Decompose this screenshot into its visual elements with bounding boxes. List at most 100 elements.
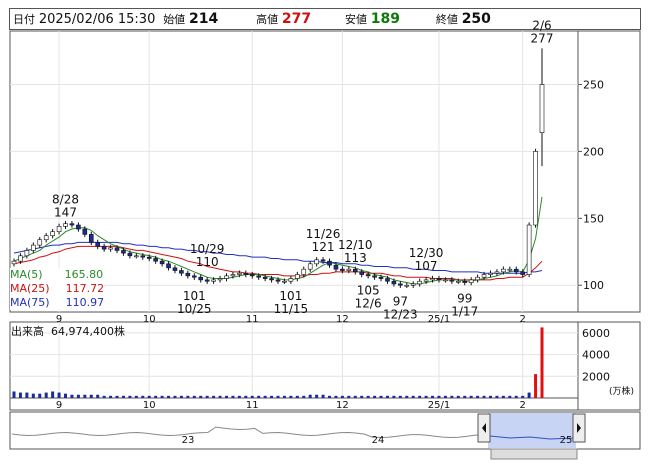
candle-body — [417, 280, 422, 285]
candle-body — [31, 244, 36, 251]
candle-body — [295, 274, 300, 279]
date-value: 2025/02/06 15:30 — [38, 12, 156, 27]
candle-body — [114, 247, 120, 251]
candle-body — [398, 283, 403, 286]
price-header: 日付 2025/02/06 15:30 始値 214 高値 277 安値 189… — [9, 8, 641, 30]
volume-title: 出来高 64,974,400株 — [11, 325, 125, 338]
price-tick-label: 100 — [583, 279, 604, 292]
candle-body — [198, 276, 204, 281]
volume-bar — [83, 394, 87, 398]
candle-body — [185, 272, 191, 277]
candle-body — [249, 274, 255, 277]
ma75-legend: MA(75) 110.97 — [10, 296, 105, 310]
candle-body — [404, 284, 410, 287]
volume-bar — [96, 394, 100, 398]
volume-bar — [167, 395, 171, 398]
candle-body — [443, 279, 448, 282]
candle-body — [301, 268, 307, 275]
volume-bar — [424, 395, 428, 398]
volume-bar — [141, 395, 145, 398]
volume-tick-label: 6000 — [582, 327, 610, 340]
candle-body — [269, 278, 274, 281]
navigator-selection-line — [489, 435, 576, 440]
volume-bar — [76, 394, 80, 398]
volume-bar — [392, 395, 396, 398]
volume-bar — [154, 395, 158, 398]
volume-bar — [456, 395, 460, 398]
volume-bar — [109, 395, 113, 398]
volume-bar — [353, 395, 357, 398]
candle-body — [423, 279, 429, 282]
annotation-date: 8/28 — [52, 192, 79, 206]
volume-bar — [199, 395, 203, 398]
volume-bar — [231, 395, 235, 398]
annotation-date: 10/29 — [190, 242, 225, 256]
volume-bar — [476, 395, 480, 398]
volume-bar — [495, 395, 499, 398]
close-value: 250 — [461, 11, 491, 27]
volume-bar — [192, 395, 196, 398]
volume-bar — [57, 392, 61, 398]
candle-body — [346, 268, 352, 271]
volume-bar — [263, 395, 267, 398]
volume-bar — [160, 395, 164, 398]
candle-body — [430, 278, 435, 281]
price-tick-label: 250 — [583, 79, 604, 92]
volume-bar — [250, 395, 254, 398]
candle-body — [108, 247, 113, 250]
annotation-date: 10/25 — [177, 302, 212, 316]
open-label: 始値 — [163, 13, 186, 26]
candle-body — [204, 279, 210, 282]
candle-body — [333, 264, 339, 270]
volume-bar — [31, 393, 35, 398]
candle-body — [410, 283, 416, 286]
month-label: 9 — [56, 400, 62, 411]
volume-bar — [18, 392, 22, 398]
volume-bar — [437, 395, 441, 398]
annotation-date: 11/15 — [274, 302, 309, 316]
candle-body — [520, 271, 525, 275]
candle-body — [243, 272, 249, 275]
volume-bar — [488, 395, 492, 398]
volume-bar — [411, 395, 415, 398]
navigator-frame — [9, 411, 641, 450]
candle-body — [140, 255, 146, 258]
volume-bar — [186, 395, 190, 398]
month-label: 10 — [143, 400, 156, 411]
candle-body — [172, 267, 178, 271]
candle-body — [179, 270, 184, 274]
navigator-year-label: 25 — [560, 435, 573, 446]
annotation-value: 97 — [393, 294, 408, 308]
navigator-scrollbar — [490, 448, 578, 460]
volume-bar — [315, 394, 319, 398]
candle-body — [146, 256, 152, 259]
volume-bar — [44, 392, 48, 398]
annotation-date: 12/6 — [355, 297, 382, 311]
volume-bar — [431, 395, 435, 398]
volume-bar — [218, 395, 222, 398]
candle-body — [262, 276, 268, 279]
annotation-date: 2/6 — [532, 18, 551, 32]
volume-bar — [463, 395, 467, 398]
candle-body — [24, 250, 30, 257]
volume-bar — [347, 395, 351, 398]
annotation-value: 105 — [357, 284, 380, 298]
candle-body — [153, 258, 158, 262]
volume-bar — [308, 394, 312, 398]
volume-bar — [540, 327, 544, 398]
month-label: 25/1 — [428, 314, 450, 325]
month-label: 11 — [246, 314, 259, 325]
annotation-value: 107 — [415, 259, 438, 273]
volume-bar — [508, 395, 512, 398]
navigator: 23 24 25 — [11, 413, 586, 460]
annotation-date: 12/10 — [338, 238, 373, 252]
candle-body — [127, 252, 133, 257]
candle-body — [385, 278, 390, 282]
candle-body — [76, 224, 81, 230]
candle-body — [69, 223, 75, 226]
candle-body — [501, 268, 506, 273]
candle-body — [134, 255, 139, 258]
candle-body — [359, 271, 365, 275]
month-label: 9 — [56, 314, 62, 325]
month-label: 2 — [519, 400, 525, 411]
